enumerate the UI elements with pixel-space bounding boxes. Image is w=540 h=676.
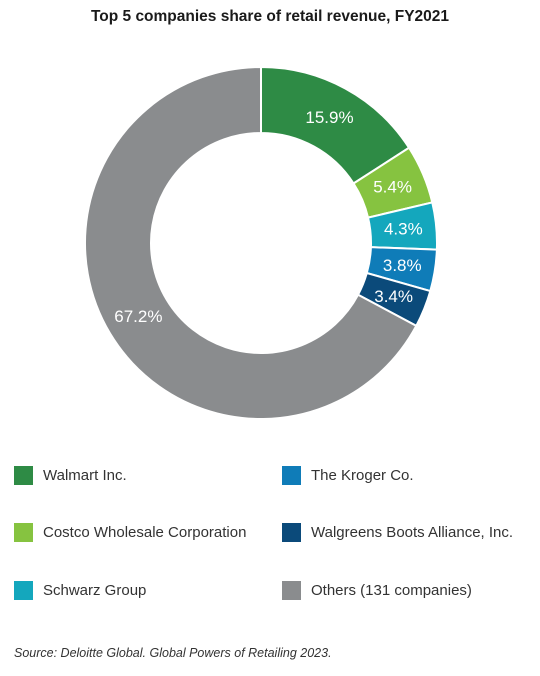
legend-swatch (282, 466, 301, 485)
legend-item-walmart: Walmart Inc. (14, 466, 127, 485)
legend-label: Schwarz Group (43, 582, 147, 599)
source-note: Source: Deloitte Global. Global Powers o… (14, 646, 332, 660)
legend-label: Walmart Inc. (43, 467, 127, 484)
chart-title: Top 5 companies share of retail revenue,… (90, 8, 450, 25)
donut-slice-5 (84, 65, 418, 420)
slice-label-0: 15.9% (305, 108, 353, 127)
slice-label-2: 4.3% (384, 220, 423, 239)
legend-item-costco: Costco Wholesale Corporation (14, 523, 246, 542)
slice-label-5: 67.2% (114, 307, 162, 326)
slice-label-3: 3.8% (383, 256, 422, 275)
slice-label-4: 3.4% (374, 287, 413, 306)
legend-swatch (282, 581, 301, 600)
legend-label: Others (131 companies) (311, 582, 472, 599)
legend-swatch (14, 466, 33, 485)
slice-label-1: 5.4% (373, 178, 412, 197)
legend-item-walgreens: Walgreens Boots Alliance, Inc. (282, 523, 513, 542)
legend-swatch (14, 523, 33, 542)
legend-item-others: Others (131 companies) (282, 581, 472, 600)
donut-chart: 15.9% 5.4% 4.3% 3.8% 3.4% 67.2% (84, 65, 438, 420)
legend-label: Walgreens Boots Alliance, Inc. (311, 524, 514, 541)
legend-label: The Kroger Co. (311, 467, 414, 484)
legend-item-kroger: The Kroger Co. (282, 466, 414, 485)
legend-swatch (14, 581, 33, 600)
legend-item-schwarz: Schwarz Group (14, 581, 146, 600)
legend-label: Costco Wholesale Corporation (43, 524, 247, 541)
legend-swatch (282, 523, 301, 542)
